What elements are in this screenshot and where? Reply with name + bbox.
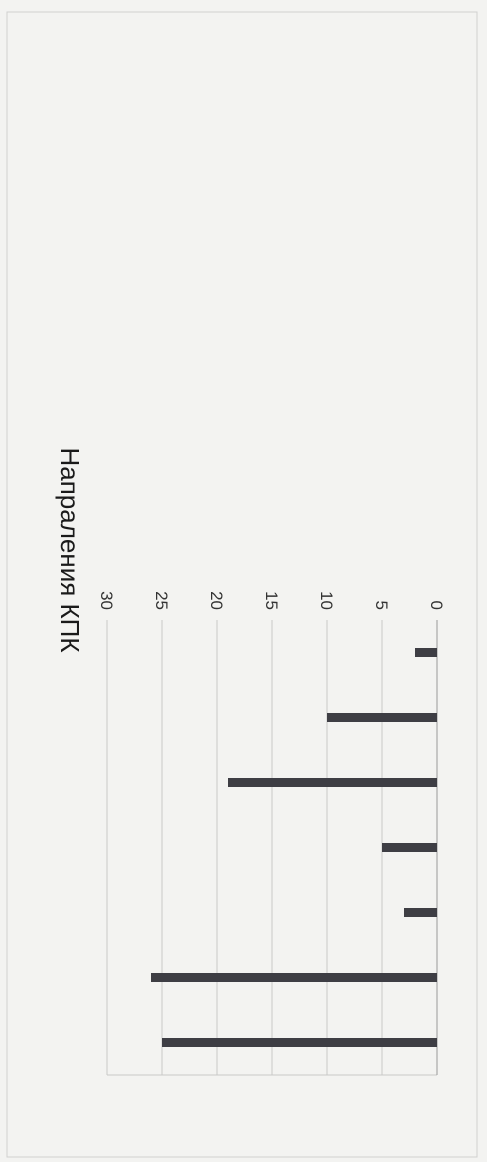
x-tick-label: 20	[207, 591, 226, 610]
bar	[382, 843, 437, 852]
x-tick-label: 15	[262, 591, 281, 610]
bar	[151, 973, 437, 982]
bar	[415, 648, 437, 657]
x-tick-label: 25	[152, 591, 171, 610]
bar	[162, 1038, 437, 1047]
tick-labels: 0 5 10 15 20 25 30	[97, 591, 446, 610]
bar	[327, 713, 437, 722]
bar	[228, 778, 437, 787]
x-tick-label: 10	[317, 591, 336, 610]
x-tick-label: 5	[372, 601, 391, 610]
chart-border	[6, 11, 478, 1158]
chart-title: Напраления КПК	[55, 447, 85, 652]
x-tick-label: 0	[427, 601, 446, 610]
x-tick-label: 30	[97, 591, 116, 610]
plot-area	[106, 620, 438, 1076]
bar	[404, 908, 437, 917]
